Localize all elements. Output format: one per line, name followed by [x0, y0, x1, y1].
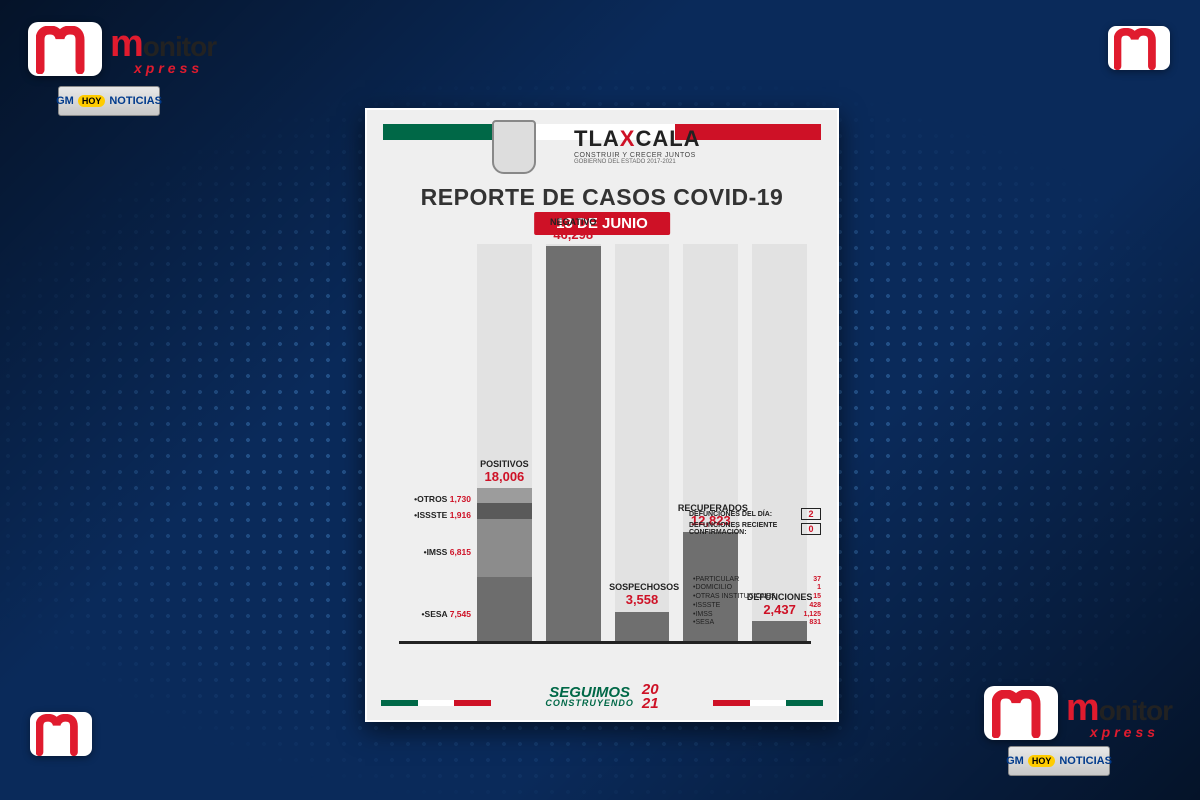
state-name-x: X — [620, 126, 636, 151]
brand-m-letter: m — [110, 23, 143, 65]
def-breakdown-row: •IMSS1,125 — [693, 611, 821, 620]
def-breakdown-row: •SESA831 — [693, 619, 821, 628]
bar-chart: •SESA 7,545 •IMSS 6,815 •ISSSTE 1,916 •OTRO… — [387, 244, 817, 650]
state-title-block: TLAXCALA CONSTRUIR Y CRECER JUNTOS GOBIE… — [574, 126, 701, 165]
report-title: REPORTE DE CASOS COVID-19 — [367, 184, 837, 211]
bar-positivos: POSITIVOS18,006 — [477, 244, 532, 642]
defunciones-summary-box: DEFUNCIONES DEL DÍA:2 DEFUNCIONES RECIENT… — [689, 508, 821, 538]
def-breakdown-row: •PARTICULAR37 — [693, 576, 821, 585]
chart-baseline — [399, 641, 811, 644]
brand-logo-top-right — [1108, 26, 1170, 70]
brand-m-letter: m — [1066, 687, 1099, 729]
brand-m-mark — [30, 712, 92, 756]
bar-segment-otros — [477, 488, 532, 503]
m-glyph-icon — [1114, 28, 1164, 70]
state-subtitle2: GOBIERNO DEL ESTADO 2017-2021 — [574, 159, 701, 165]
def-breakdown-row: •DOMICILIO1 — [693, 584, 821, 593]
brand-wordmark: monitor xpress — [1066, 687, 1172, 740]
def-summary-row: DEFUNCIONES DEL DÍA:2 — [689, 508, 821, 520]
noticias-text: NOTICIAS — [109, 95, 162, 107]
tricolor-stripe-br — [713, 700, 823, 706]
state-shield-icon — [492, 120, 536, 174]
bar-sospechosos: SOSPECHOSOS3,558 — [615, 244, 670, 642]
def-breakdown-row: •ISSSTE428 — [693, 602, 821, 611]
brand-name-rest: onitor — [143, 31, 216, 62]
def-breakdown-row: •OTRAS INSTITUCIONES15 — [693, 593, 821, 602]
bar-label: POSITIVOS18,006 — [472, 460, 538, 484]
gm-noticias-badge-top: GM HOY NOTICIAS — [58, 86, 160, 116]
footer-year-2: 21 — [642, 695, 659, 712]
state-name-pre: TLA — [574, 126, 620, 151]
brand-wordmark: monitor xpress — [110, 23, 216, 76]
gm-text: GM — [1006, 755, 1024, 767]
hoy-pill: HOY — [1028, 755, 1056, 767]
m-glyph-icon — [36, 26, 94, 74]
brand-logo-bottom-right: monitor xpress — [984, 686, 1172, 740]
bar-segment-sesa — [477, 577, 532, 642]
m-glyph-icon — [992, 690, 1050, 738]
bar-label: SOSPECHOSOS3,558 — [609, 583, 675, 607]
bar-segment-issste — [477, 503, 532, 519]
brand-tagline: xpress — [134, 60, 216, 76]
gm-noticias-badge-bottom: GM HOY NOTICIAS — [1008, 746, 1110, 776]
side-label-otros: •OTROS 1,730 — [414, 494, 471, 504]
defunciones-breakdown: •PARTICULAR37•DOMICILIO1•OTRAS INSTITUCI… — [693, 576, 821, 629]
brand-m-mark — [28, 22, 102, 76]
report-card: TLAXCALA CONSTRUIR Y CRECER JUNTOS GOBIE… — [365, 108, 839, 722]
footer-construyendo: CONSTRUYENDO — [545, 699, 634, 707]
def-summary-row: DEFUNCIONES RECIENTE CONFIRMACIÓN:0 — [689, 522, 821, 536]
bar-label: NEGATIVO46,298 — [540, 218, 606, 242]
tricolor-stripe-bl — [381, 700, 491, 706]
bar-side-labels: •SESA 7,545 •IMSS 6,815 •ISSSTE 1,916 •OTRO… — [387, 244, 473, 650]
brand-logo-top-left: monitor xpress — [28, 22, 216, 76]
gm-text: GM — [56, 95, 74, 107]
brand-tagline: xpress — [1090, 724, 1172, 740]
side-label-sesa: •SESA 7,545 — [422, 609, 471, 619]
side-label-issste: •ISSSTE 1,916 — [414, 510, 471, 520]
hoy-pill: HOY — [78, 95, 106, 107]
state-name-post: CALA — [635, 126, 700, 151]
side-label-imss: •IMSS 6,815 — [424, 547, 471, 557]
noticias-text: NOTICIAS — [1059, 755, 1112, 767]
bar-negativo: NEGATIVO46,298 — [546, 244, 601, 642]
brand-m-mark — [1108, 26, 1170, 70]
brand-m-mark — [984, 686, 1058, 740]
state-subtitle: CONSTRUIR Y CRECER JUNTOS — [574, 152, 701, 159]
brand-logo-bottom-left — [30, 712, 92, 756]
m-glyph-icon — [36, 714, 86, 756]
bar-segment-imss — [477, 519, 532, 577]
brand-name-rest: onitor — [1099, 695, 1172, 726]
